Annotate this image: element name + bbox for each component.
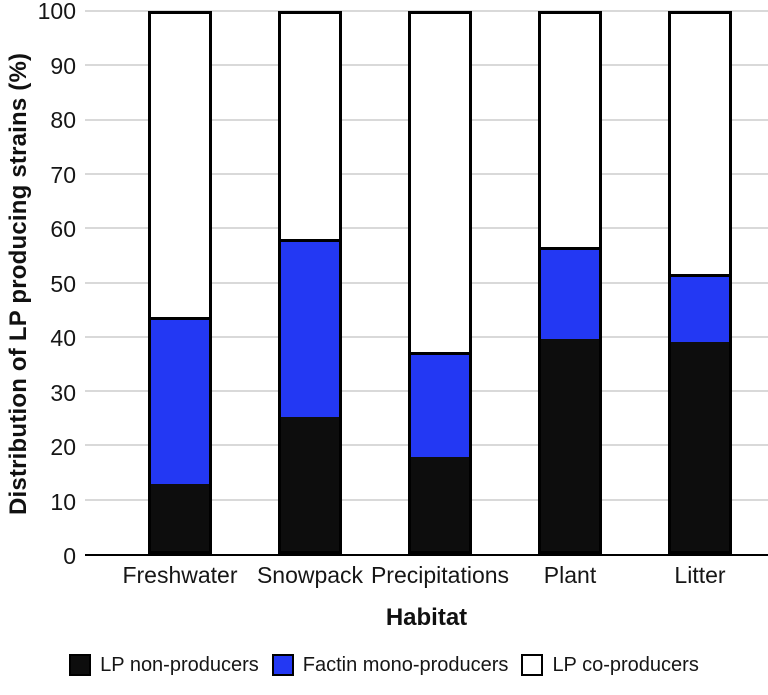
x-axis-title: Habitat [385,604,468,631]
y-tick-label-60: 60 [50,216,76,242]
legend-label-factin-mono-producers: Factin mono-producers [302,653,509,676]
legend-swatch-lp-non-producers [69,654,92,676]
bar-segment-precipitations-lp-non-producers [411,457,469,551]
x-axis-labels: Freshwater Snowpack Precipitations Plant Lit… [0,562,768,592]
bar-segment-plant-factin-mono-producers [541,250,599,339]
bar-segment-plant-lp-non-producers [541,338,599,551]
bar-segment-snowpack-factin-mono-producers [281,242,339,417]
legend-swatch-lp-co-producers [521,654,544,676]
y-tick-label-40: 40 [50,325,76,351]
x-tick-label-freshwater: Freshwater [122,562,238,588]
y-tick-label-20: 20 [50,434,76,460]
bar-segment-precipitations-lp-co-producers [411,14,469,356]
bar-plant [538,11,602,554]
legend-label-lp-co-producers: LP co-producers [552,653,699,676]
bar-precipitations [408,11,472,554]
legend-item-factin-mono-producers: Factin mono-producers [271,653,509,677]
bar-segment-snowpack-lp-non-producers [281,416,339,551]
y-tick-label-10: 10 [50,488,76,515]
legend-swatch-factin-mono-producers [271,654,294,676]
bar-segment-precipitations-factin-mono-producers [411,355,469,458]
legend: LP non-producers Factin mono-producers LP … [0,648,768,682]
x-tick-label-plant: Plant [543,562,597,588]
legend-item-lp-non-producers: LP non-producers [69,654,259,677]
bar-segment-litter-factin-mono-producers [671,277,729,342]
x-tick-label-precipitations: Precipitations [370,562,510,588]
bar-litter [668,11,732,554]
bar-segment-freshwater-factin-mono-producers [151,320,209,484]
y-tick-label-90: 90 [50,52,76,79]
x-tick-label-litter: Litter [674,562,726,588]
bar-freshwater [148,11,212,554]
bar-segment-freshwater-lp-non-producers [151,483,209,551]
y-tick-label-0: 0 [63,543,76,569]
plot-area [85,10,768,556]
y-tick-label-30: 30 [50,379,76,406]
x-tick-label-snowpack: Snowpack [256,562,364,588]
legend-item-lp-co-producers: LP co-producers [521,653,699,677]
y-tick-label-50: 50 [50,270,76,297]
bar-segment-freshwater-lp-co-producers [151,14,209,321]
y-axis-ticks: 0 10 20 30 40 50 60 70 80 90 100 [0,0,76,569]
bar-segment-plant-lp-co-producers [541,14,599,251]
bar-segment-litter-lp-non-producers [671,341,729,551]
y-tick-label-100: 100 [37,0,76,24]
y-tick-label-80: 80 [50,107,76,133]
legend-label-lp-non-producers: LP non-producers [100,653,259,676]
bar-segment-snowpack-lp-co-producers [281,14,339,243]
bar-snowpack [278,11,342,554]
bar-segment-litter-lp-co-producers [671,14,729,278]
y-tick-label-70: 70 [50,161,76,188]
